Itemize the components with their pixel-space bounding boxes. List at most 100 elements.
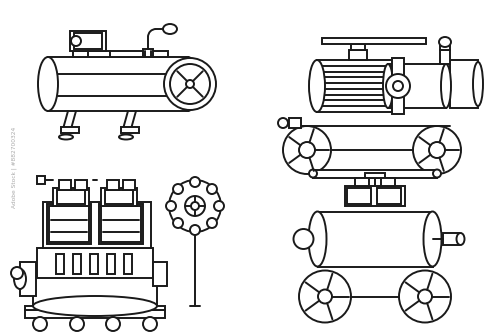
Circle shape — [166, 201, 176, 211]
Ellipse shape — [433, 169, 441, 177]
Bar — [440, 42, 450, 50]
Bar — [124, 254, 132, 274]
Bar — [74, 33, 102, 49]
Bar — [53, 188, 89, 206]
Ellipse shape — [441, 64, 451, 108]
Bar — [143, 49, 153, 57]
Circle shape — [191, 202, 199, 210]
Bar — [107, 254, 115, 274]
Circle shape — [299, 271, 351, 323]
Bar — [73, 254, 81, 274]
Bar — [105, 190, 133, 204]
Circle shape — [164, 58, 216, 110]
Circle shape — [283, 126, 331, 174]
Bar — [99, 204, 143, 244]
Circle shape — [418, 290, 432, 304]
Bar — [20, 262, 36, 296]
Bar — [381, 177, 395, 185]
Circle shape — [393, 81, 403, 91]
Bar — [37, 248, 153, 278]
Circle shape — [386, 74, 410, 98]
Circle shape — [429, 142, 445, 158]
Bar — [318, 211, 432, 267]
Circle shape — [299, 142, 315, 158]
Bar — [317, 60, 397, 112]
Bar — [70, 31, 106, 51]
Ellipse shape — [309, 169, 317, 177]
Bar — [442, 233, 458, 245]
Circle shape — [11, 267, 23, 279]
Ellipse shape — [119, 135, 133, 140]
Ellipse shape — [473, 62, 483, 106]
Bar — [90, 254, 98, 274]
Bar — [101, 206, 141, 242]
Ellipse shape — [59, 135, 73, 140]
Bar — [388, 64, 446, 108]
Bar — [61, 127, 79, 133]
Circle shape — [185, 196, 205, 216]
Circle shape — [173, 218, 183, 228]
Bar — [37, 176, 45, 184]
Circle shape — [33, 317, 47, 331]
Bar — [57, 190, 85, 204]
Ellipse shape — [163, 24, 177, 34]
Ellipse shape — [383, 64, 393, 108]
Bar — [377, 187, 401, 203]
Circle shape — [70, 317, 84, 331]
Ellipse shape — [14, 269, 26, 289]
Circle shape — [278, 118, 288, 128]
Ellipse shape — [178, 57, 198, 111]
Ellipse shape — [33, 296, 157, 316]
Circle shape — [207, 184, 217, 194]
Circle shape — [170, 64, 210, 104]
Bar — [153, 262, 167, 286]
Circle shape — [190, 177, 200, 187]
Bar — [47, 204, 91, 244]
Bar — [101, 188, 137, 206]
Circle shape — [318, 290, 332, 304]
Bar — [107, 180, 119, 190]
Circle shape — [143, 317, 157, 331]
Ellipse shape — [308, 211, 326, 267]
Bar — [440, 50, 450, 64]
Bar — [25, 310, 165, 318]
Ellipse shape — [439, 37, 451, 47]
Bar — [347, 187, 371, 203]
Bar — [25, 306, 165, 310]
Bar — [48, 57, 188, 111]
Bar — [355, 177, 369, 185]
Bar — [322, 38, 426, 44]
Bar — [56, 254, 64, 274]
Bar — [75, 180, 87, 190]
Bar — [73, 51, 168, 57]
Ellipse shape — [424, 211, 442, 267]
Bar — [392, 58, 404, 114]
Bar — [33, 274, 157, 306]
Circle shape — [106, 317, 120, 331]
Bar — [49, 206, 89, 242]
Bar — [365, 172, 385, 177]
Bar — [313, 169, 437, 177]
Text: Adobe Stock | #882700324: Adobe Stock | #882700324 — [12, 126, 17, 208]
Bar — [345, 185, 405, 205]
Bar — [289, 118, 301, 128]
Circle shape — [173, 184, 183, 194]
Bar — [349, 50, 367, 60]
Circle shape — [214, 201, 224, 211]
Ellipse shape — [38, 57, 58, 111]
Bar — [43, 202, 151, 248]
Bar — [351, 44, 365, 50]
Circle shape — [71, 36, 81, 46]
Bar — [450, 60, 478, 108]
Circle shape — [169, 180, 221, 232]
Bar — [59, 180, 71, 190]
Circle shape — [186, 80, 194, 88]
Circle shape — [413, 126, 461, 174]
Ellipse shape — [456, 233, 464, 245]
Bar — [123, 180, 135, 190]
Circle shape — [294, 229, 314, 249]
Ellipse shape — [309, 60, 325, 112]
Circle shape — [399, 271, 451, 323]
Circle shape — [207, 218, 217, 228]
Bar — [121, 127, 139, 133]
